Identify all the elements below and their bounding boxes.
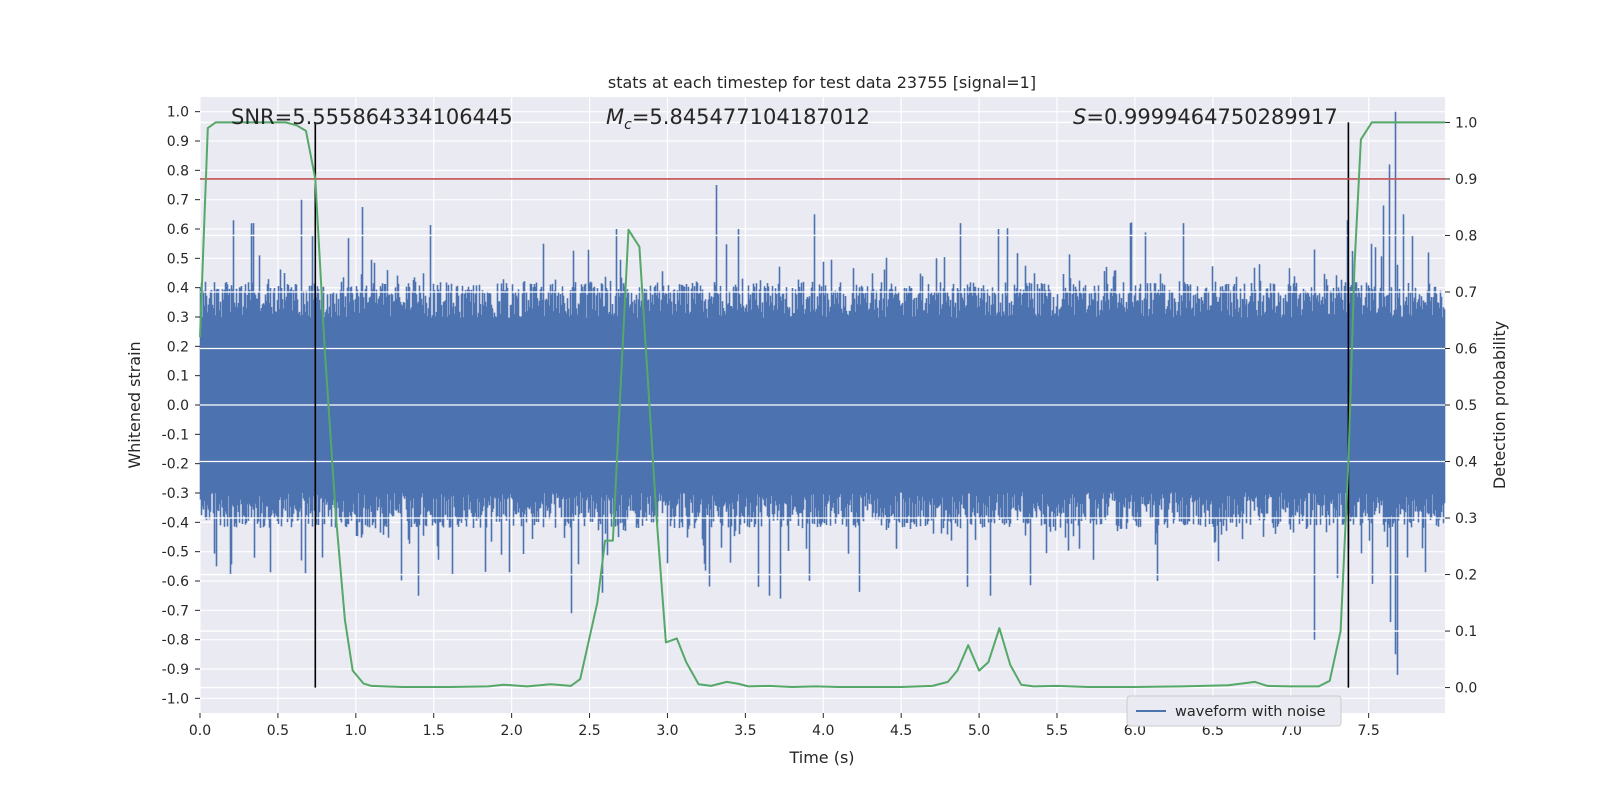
chart-title: stats at each timestep for test data 237… xyxy=(608,73,1036,92)
x-tick-label: 7.5 xyxy=(1358,723,1380,739)
y-tick-label: 0.3 xyxy=(167,310,189,326)
y-tick-label: -0.3 xyxy=(162,486,189,502)
x-tick-label: 6.5 xyxy=(1202,723,1224,739)
y2-tick-label: 0.7 xyxy=(1455,285,1477,301)
mc-value: =5.845477104187012 xyxy=(632,105,870,129)
snr-prefix: SNR= xyxy=(231,105,292,129)
y-tick-labels: 1.0 0.9 0.8 0.7 0.6 0.5 0.4 0.3 0.2 0.1 0.0 -0.1 -0.… xyxy=(162,105,200,707)
mc-annotation: Mc=5.845477104187012 xyxy=(606,105,870,133)
y-tick-label: 0.1 xyxy=(167,369,189,385)
y2-tick-label: 0.5 xyxy=(1455,398,1477,414)
detection-probability-series xyxy=(199,121,1445,688)
x-tick-label: 5.5 xyxy=(1046,723,1068,739)
y2-tick-label: 0.2 xyxy=(1455,568,1477,584)
y-tick-label: 0.4 xyxy=(167,281,189,297)
legend-label: waveform with noise xyxy=(1175,704,1326,720)
snr-annotation: SNR=5.555864334106445 xyxy=(231,105,513,129)
waveform-series xyxy=(199,111,1446,689)
y2-axis-label: Detection probability xyxy=(1490,321,1509,489)
legend: waveform with noise xyxy=(1126,695,1342,727)
legend-box xyxy=(1126,695,1342,727)
y2-tick-label: 0.8 xyxy=(1455,228,1477,244)
x-tick-label: 4.5 xyxy=(890,723,912,739)
y2-tick-label: 0.1 xyxy=(1455,624,1477,640)
s-annotation: S=0.9999464750289917 xyxy=(1073,105,1338,129)
y-tick-label: -0.8 xyxy=(162,633,189,649)
y-tick-label: -0.1 xyxy=(162,427,189,443)
y-axis-label: Whitened strain xyxy=(125,341,144,468)
y2-tick-label: 0.6 xyxy=(1455,341,1477,357)
x-tick-label: 3.5 xyxy=(734,723,756,739)
mc-subscript: c xyxy=(624,117,632,133)
y2-tick-label: 0.3 xyxy=(1455,511,1477,527)
y-tick-label: -0.5 xyxy=(162,545,189,561)
snr-value: 5.555864334106445 xyxy=(292,105,512,129)
y-tick-label: 0.9 xyxy=(167,134,189,150)
y-tick-label: 0.5 xyxy=(167,251,189,267)
vertical-markers xyxy=(314,122,1350,688)
y-tick-label: 1.0 xyxy=(167,105,189,121)
y-tick-label: -0.2 xyxy=(162,457,189,473)
x-tick-label: 7.0 xyxy=(1280,723,1302,739)
y-tick-label: -0.4 xyxy=(162,515,189,531)
x-tick-label: 1.0 xyxy=(345,723,367,739)
y2-tick-label: 0.9 xyxy=(1455,172,1477,188)
x-tick-label: 5.0 xyxy=(968,723,990,739)
x-tick-label: 2.0 xyxy=(501,723,523,739)
x-tick-label: 0.0 xyxy=(189,723,211,739)
y-tick-label: -0.7 xyxy=(162,603,189,619)
y-tick-label: 0.7 xyxy=(167,193,189,209)
x-tick-label: 1.5 xyxy=(423,723,445,739)
x-tick-label: 6.0 xyxy=(1124,723,1146,739)
detection-probability-line xyxy=(199,121,1445,688)
y-tick-label: -1.0 xyxy=(162,691,189,707)
y-tick-label: -0.9 xyxy=(162,662,189,678)
y2-tick-labels: 1.0 0.9 0.8 0.7 0.6 0.5 0.4 0.3 0.2 0.1 0.0 xyxy=(1445,115,1477,697)
y-tick-label: 0.8 xyxy=(167,163,189,179)
s-symbol: S xyxy=(1073,105,1086,129)
overlay-grid xyxy=(200,121,1445,689)
x-tick-label: 3.0 xyxy=(656,723,678,739)
y2-tick-label: 0.0 xyxy=(1455,681,1477,697)
y-tick-label: 0.2 xyxy=(167,339,189,355)
x-tick-label: 0.5 xyxy=(267,723,289,739)
y-tick-label: 0.0 xyxy=(167,398,189,414)
x-axis-label: Time (s) xyxy=(788,748,854,767)
y2-tick-label: 0.4 xyxy=(1455,455,1477,471)
x-tick-labels: 0.0 0.5 1.0 1.5 2.0 2.5 3.0 3.5 4.0 4.5 5.0 5.5 6.0 6… xyxy=(189,713,1380,739)
s-value: =0.9999464750289917 xyxy=(1086,105,1337,129)
mc-symbol: M xyxy=(606,105,624,129)
y2-tick-label: 1.0 xyxy=(1455,115,1477,131)
y-tick-label: -0.6 xyxy=(162,574,189,590)
x-tick-label: 4.0 xyxy=(812,723,834,739)
x-tick-label: 2.5 xyxy=(578,723,600,739)
y-tick-label: 0.6 xyxy=(167,222,189,238)
